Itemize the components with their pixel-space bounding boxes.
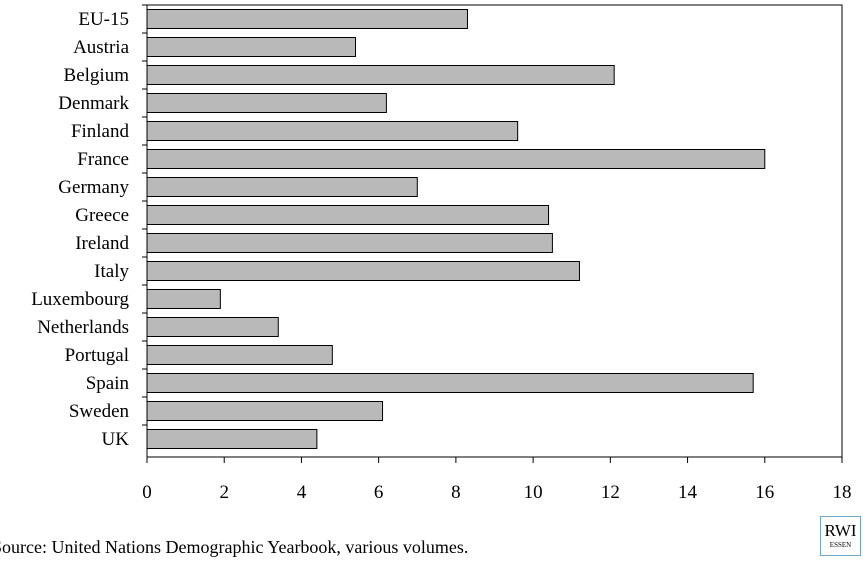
x-tick-label: 16: [755, 482, 774, 503]
x-ticks: [146, 457, 843, 463]
category-label: Austria: [73, 37, 130, 58]
category-label: EU-15: [78, 9, 129, 30]
bar-belgium: [146, 65, 615, 85]
bar-austria: [146, 37, 356, 57]
x-tick-labels: 0 2 4 6 8 10 12 14 16 18: [142, 482, 851, 503]
category-label: Belgium: [64, 65, 130, 86]
bar-chart: EU-15 Austria Belgium Denmark Finland France G…: [31, 4, 852, 503]
category-label: Finland: [71, 121, 130, 142]
bar-eu-15: [146, 9, 468, 29]
category-label: Luxembourg: [31, 289, 129, 310]
rwi-logo: RWI ESSEN: [820, 516, 861, 556]
bar-greece: [146, 205, 550, 225]
category-labels: EU-15 Austria Belgium Denmark Finland France G…: [31, 9, 129, 450]
bar-netherlands: [146, 317, 279, 337]
x-tick-label: 2: [219, 482, 229, 503]
bar-luxembourg: [146, 289, 221, 309]
category-label: Denmark: [58, 93, 129, 114]
logo-subtext: ESSEN: [829, 541, 852, 549]
category-label: Ireland: [75, 233, 129, 254]
bar-italy: [146, 261, 580, 281]
category-label: Italy: [94, 261, 129, 282]
category-label: Germany: [58, 177, 129, 198]
bar-uk: [146, 429, 318, 449]
category-label: UK: [102, 429, 130, 450]
bar-ireland: [146, 233, 553, 253]
x-tick-label: 10: [524, 482, 543, 503]
x-tick-label: 14: [678, 482, 698, 503]
bar-germany: [146, 177, 418, 197]
x-tick-label: 18: [833, 482, 852, 503]
x-tick-label: 0: [142, 482, 152, 503]
x-tick-label: 12: [601, 482, 620, 503]
category-label: Greece: [75, 205, 129, 226]
category-label: France: [77, 149, 129, 170]
bar-finland: [146, 121, 519, 141]
category-label: Sweden: [69, 401, 130, 422]
bar-portugal: [146, 345, 333, 365]
category-label: Portugal: [65, 345, 129, 366]
bar-france: [146, 149, 766, 169]
bar-sweden: [146, 401, 384, 421]
y-ticks: [142, 4, 147, 426]
x-tick-label: 4: [297, 482, 307, 503]
bars: [146, 9, 766, 449]
bar-denmark: [146, 93, 387, 113]
category-label: Netherlands: [37, 317, 129, 338]
category-label: Spain: [86, 373, 130, 394]
logo-text: RWI: [824, 521, 857, 540]
x-tick-label: 8: [451, 482, 461, 503]
x-tick-label: 6: [374, 482, 384, 503]
plot-frame: [146, 4, 843, 458]
source-note: Source: United Nations Demographic Yearb…: [0, 537, 469, 557]
bar-spain: [146, 373, 754, 393]
